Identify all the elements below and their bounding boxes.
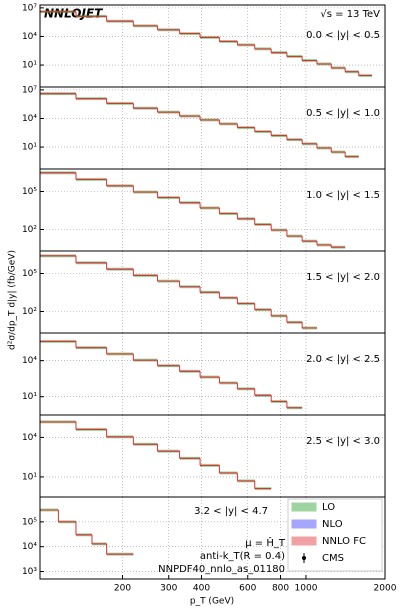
legend-label: NLO	[322, 519, 343, 530]
x-tick-label: 1000	[295, 584, 318, 594]
x-tick-label: 600	[239, 584, 256, 594]
legend-label: LO	[322, 502, 335, 513]
y-tick-label: 10⁵	[22, 517, 37, 527]
legend-swatch	[291, 519, 317, 529]
panel-label: 1.0 < |y| < 1.5	[306, 190, 380, 201]
y-tick-label: 10⁵	[22, 269, 37, 279]
panel-frame	[39, 168, 386, 252]
y-tick-label: 10⁴	[22, 356, 37, 366]
y-tick-label: 10¹	[22, 61, 37, 71]
legend-marker	[302, 556, 306, 560]
panel-label: 2.5 < |y| < 3.0	[306, 436, 380, 447]
title: NNLOJET	[44, 7, 103, 21]
y-tick-label: 10¹	[22, 143, 37, 153]
y-tick-label: 10²	[22, 307, 37, 317]
legend-swatch	[291, 536, 317, 546]
y-tick-label: 10⁴	[22, 542, 37, 552]
x-tick-label: 300	[160, 584, 177, 594]
y-tick-label: 10⁷	[22, 3, 37, 13]
note: NNPDF40_nnlo_as_01180	[158, 564, 285, 575]
y-tick-label: 10⁷	[22, 85, 37, 95]
y-tick-label: 10⁴	[22, 32, 37, 42]
panel-label: 3.2 < |y| < 4.7	[194, 506, 268, 517]
energy: √s = 13 TeV	[320, 9, 380, 20]
legend-label: CMS	[322, 553, 344, 564]
x-tick-label: 400	[193, 584, 210, 594]
x-tick-label: 200	[114, 584, 131, 594]
panel-label: 0.0 < |y| < 0.5	[306, 30, 380, 41]
panel-label: 2.0 < |y| < 2.5	[306, 354, 380, 365]
panel-frame	[39, 496, 386, 580]
y-tick-label: 10¹	[22, 392, 37, 402]
panel-frame	[39, 332, 386, 416]
note: anti-k_T(R = 0.4)	[200, 551, 285, 562]
note: μ = Ĥ_T	[245, 536, 286, 549]
panel-label: 1.5 < |y| < 2.0	[306, 272, 380, 283]
panel-frame	[39, 414, 386, 498]
y-axis-label: d²σ/dp_T d|y| (fb/GeV)	[8, 250, 18, 350]
y-tick-label: 10³	[22, 567, 37, 577]
x-axis-label: p_T (GeV)	[190, 597, 234, 607]
x-tick-label: 2000	[374, 584, 397, 594]
legend-swatch	[291, 502, 317, 512]
y-tick-label: 10²	[22, 225, 37, 235]
y-tick-label: 10¹	[22, 472, 37, 482]
legend-label: NNLO FC	[322, 536, 366, 547]
y-tick-label: 10⁴	[22, 114, 37, 124]
panel-label: 0.5 < |y| < 1.0	[306, 108, 380, 119]
x-tick-label: 800	[272, 584, 289, 594]
y-tick-label: 10⁴	[22, 433, 37, 443]
y-tick-label: 10⁵	[22, 187, 37, 197]
